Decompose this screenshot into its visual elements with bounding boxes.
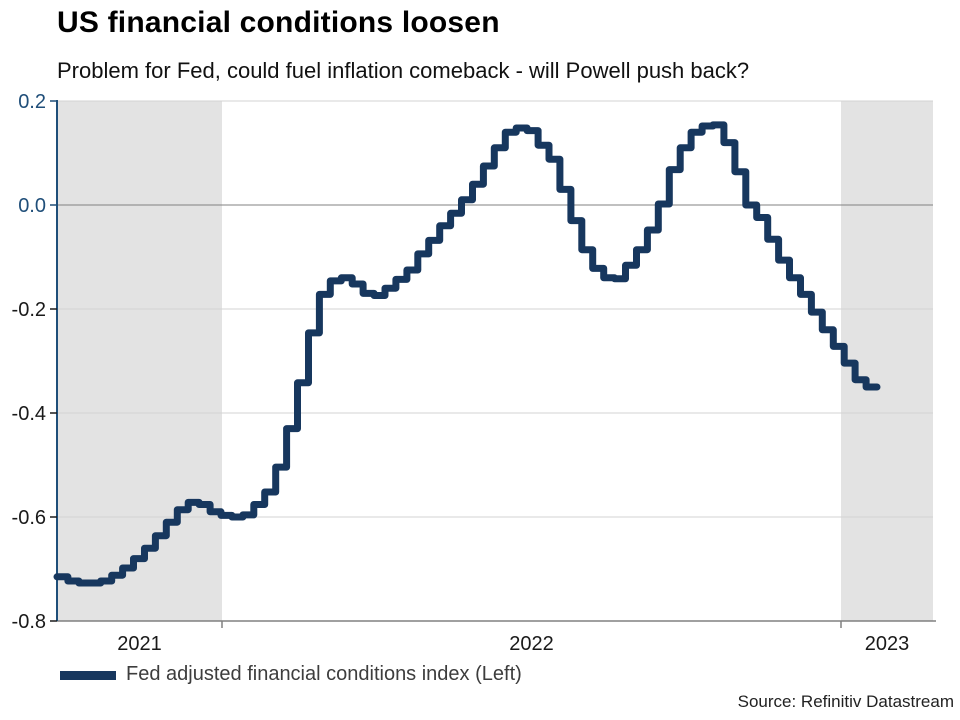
y-tick-label: -0.8 [12, 611, 46, 633]
chart-legend: Fed adjusted financial conditions index … [60, 663, 522, 686]
y-tick-label: -0.4 [12, 403, 46, 425]
y-tick-label: 0.2 [18, 91, 46, 113]
chart-title: US financial conditions loosen [57, 6, 500, 39]
year-shading-band [57, 101, 222, 621]
source-credit: Source: Refinitiv Datastream [737, 692, 954, 711]
fci-series-line [53, 121, 881, 587]
x-tick-label: 2021 [117, 633, 162, 655]
y-tick-label: -0.2 [12, 299, 46, 321]
x-tick-label: 2023 [865, 633, 910, 655]
y-tick-label: -0.6 [12, 507, 46, 529]
x-tick-label: 2022 [509, 633, 554, 655]
chart-subtitle: Problem for Fed, could fuel inflation co… [57, 58, 750, 83]
legend-line-swatch [60, 671, 116, 680]
legend-label: Fed adjusted financial conditions index … [126, 663, 522, 685]
y-tick-label: 0.0 [18, 195, 46, 217]
